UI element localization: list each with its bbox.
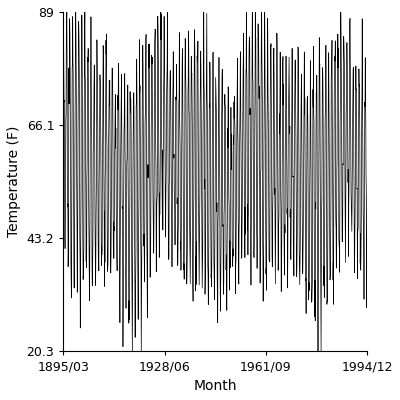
Y-axis label: Temperature (F): Temperature (F) [7,126,21,237]
X-axis label: Month: Month [194,379,237,393]
